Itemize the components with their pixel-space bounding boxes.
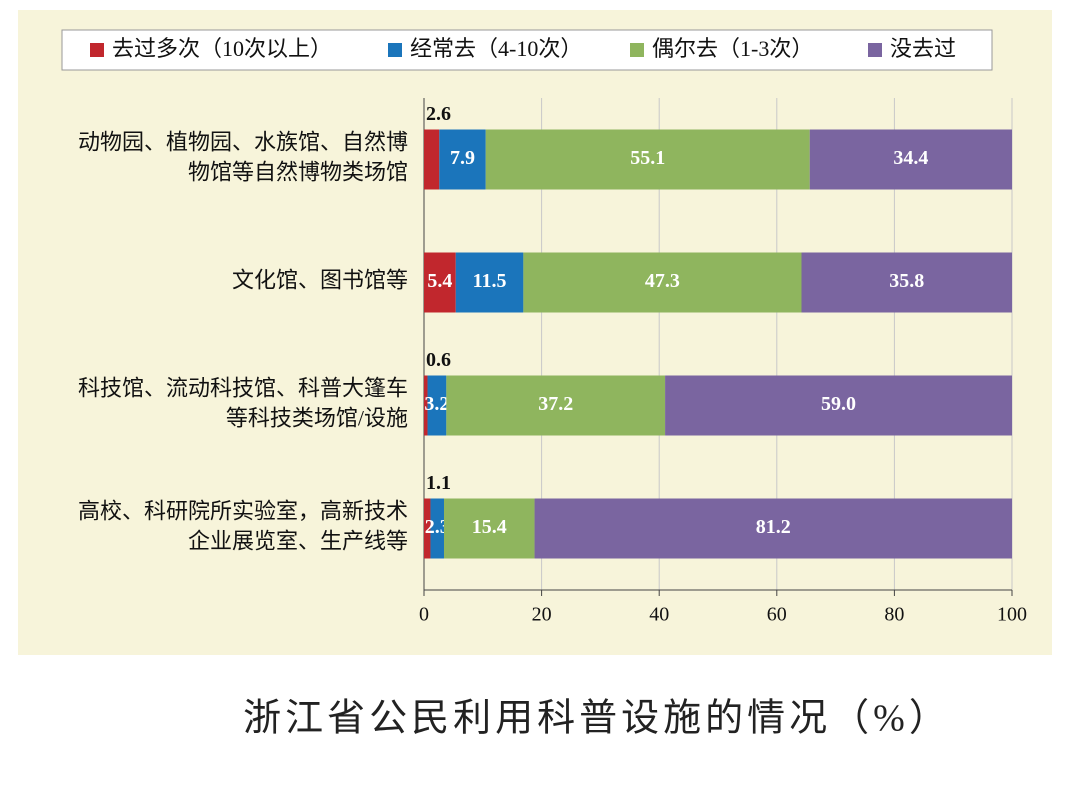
bar-segment: [455, 252, 524, 313]
bar-segment: [439, 129, 486, 190]
value-label: 3.2: [424, 393, 449, 415]
value-label: 2.6: [426, 103, 451, 125]
value-label: 0.6: [426, 349, 451, 371]
y-tick-label: 科技馆、流动科技馆、科普大篷车等科技类场馆/设施: [78, 376, 408, 431]
value-label: 35.8: [889, 270, 924, 292]
x-tick-label: 60: [767, 604, 787, 626]
bar-segment: [424, 129, 440, 190]
legend-box: [61, 29, 993, 71]
bar-segment: [424, 375, 428, 436]
x-tick-label: 0: [419, 604, 429, 626]
bar-segment: [485, 129, 810, 190]
bar-segment: [801, 252, 1012, 313]
value-label: 59.0: [821, 393, 856, 415]
value-label: 15.4: [472, 516, 507, 538]
bar-segment: [665, 375, 1012, 436]
legend-swatch: [630, 43, 644, 57]
bar-segment: [424, 252, 456, 313]
value-label: 2.3: [425, 516, 450, 538]
y-tick-label: 高校、科研院所实验室，高新技术企业展览室、生产线等: [78, 499, 408, 554]
legend-label: 偶尔去（1-3次）: [652, 36, 813, 61]
bar-segment: [523, 252, 802, 313]
value-label: 7.9: [450, 147, 475, 169]
chart-title: 浙江省公民利用科普设施的情况（%）: [243, 698, 951, 740]
value-label: 11.5: [473, 270, 507, 292]
bar-segment: [534, 498, 1012, 559]
y-tick-label: 文化馆、图书馆等: [232, 268, 408, 293]
legend-label: 去过多次（10次以上）: [112, 36, 332, 61]
x-tick-label: 20: [532, 604, 552, 626]
value-label: 37.2: [538, 393, 573, 415]
bar-segment: [446, 375, 666, 436]
bar-segment: [424, 498, 431, 559]
legend-label: 没去过: [890, 36, 956, 61]
x-tick-label: 100: [997, 604, 1027, 626]
legend-swatch: [868, 43, 882, 57]
value-label: 5.4: [427, 270, 452, 292]
x-tick-label: 40: [649, 604, 669, 626]
value-label: 47.3: [645, 270, 680, 292]
bar-segment: [427, 375, 447, 436]
bar-segment: [443, 498, 535, 559]
y-tick-label: 动物园、植物园、水族馆、自然博物馆等自然博物类场馆: [78, 130, 408, 185]
value-label: 55.1: [630, 147, 665, 169]
bar-segment: [809, 129, 1012, 190]
x-tick-label: 80: [884, 604, 904, 626]
value-label: 81.2: [756, 516, 791, 538]
value-label: 1.1: [426, 472, 451, 494]
legend-swatch: [90, 43, 104, 57]
bar-segment: [430, 498, 444, 559]
legend-label: 经常去（4-10次）: [410, 36, 582, 61]
value-label: 34.4: [893, 147, 928, 169]
legend-swatch: [388, 43, 402, 57]
